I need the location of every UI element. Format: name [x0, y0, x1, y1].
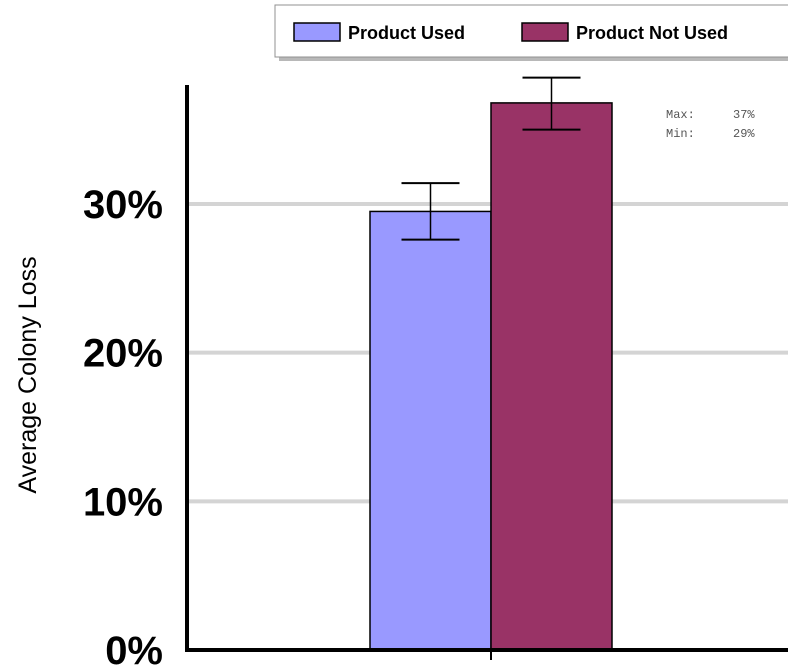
- stats-min-value: 29%: [733, 127, 755, 141]
- y-axis-title: Average Colony Loss: [14, 256, 42, 493]
- legend-swatch-product-not-used: [521, 22, 569, 42]
- legend-label-product-not-used: Product Not Used: [576, 23, 728, 43]
- legend: Product Used Product Not Used: [274, 4, 788, 61]
- y-tick-labels: 0% 10% 20% 30%: [83, 183, 163, 669]
- bars: [369, 102, 613, 651]
- stats-min-label: Min:: [666, 127, 695, 141]
- y-tick-label: 10%: [83, 480, 163, 524]
- legend-swatch-product-used: [293, 22, 341, 42]
- y-tick-label: 20%: [83, 332, 163, 376]
- error-bars: [401, 76, 581, 241]
- y-tick-label: 0%: [105, 629, 163, 669]
- legend-label-product-used: Product Used: [348, 23, 465, 43]
- stats-max-label: Max:: [666, 108, 695, 122]
- y-tick-label: 30%: [83, 183, 163, 227]
- axes: [185, 85, 788, 660]
- stats-annotation: Max: 37% Min: 29%: [666, 108, 755, 141]
- bar-product-not-used: [490, 102, 613, 651]
- stats-max-value: 37%: [733, 108, 755, 122]
- bar-product-used: [369, 210, 492, 651]
